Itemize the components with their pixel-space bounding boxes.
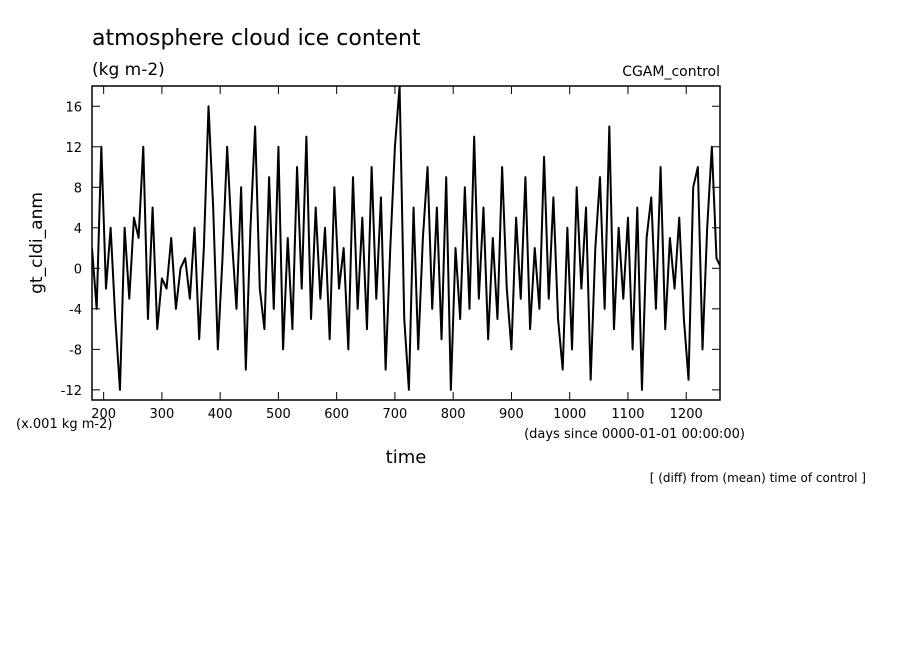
x-tick-label: 600 xyxy=(324,407,349,422)
y-tick-label: -4 xyxy=(69,303,82,318)
x-tick-label: 200 xyxy=(91,407,116,422)
footnote: [ (diff) from (mean) time of control ] xyxy=(650,471,866,485)
y-tick-label: -8 xyxy=(69,343,82,358)
y-tick-label: 12 xyxy=(65,141,82,156)
y-tick-label: 0 xyxy=(74,262,82,277)
x-axis-label: time xyxy=(386,447,427,468)
y-tick-label: 16 xyxy=(65,100,82,115)
chart-title: atmosphere cloud ice content xyxy=(92,26,421,51)
y-tick-label: 8 xyxy=(74,181,82,196)
x-tick-label: 800 xyxy=(441,407,466,422)
x-tick-label: 400 xyxy=(208,407,233,422)
plot-frame xyxy=(91,85,721,401)
x-tick-label: 500 xyxy=(266,407,291,422)
y-tick-label: 4 xyxy=(74,222,82,237)
y-axis-label: gt_cldi_anm xyxy=(27,192,47,294)
x-tick-label: 700 xyxy=(383,407,408,422)
x-tick-label: 300 xyxy=(149,407,174,422)
x-tick-label: 1200 xyxy=(670,407,703,422)
data-line xyxy=(92,86,720,391)
y-tick-label: -12 xyxy=(61,384,82,399)
x-tick-label: 1100 xyxy=(611,407,644,422)
chart-subtitle: (kg m-2) xyxy=(92,60,165,80)
run-label: CGAM_control xyxy=(622,64,720,80)
y-unit-note: (x.001 kg m-2) xyxy=(16,417,112,432)
x-tick-label: 900 xyxy=(499,407,524,422)
x-unit-note: (days since 0000-01-01 00:00:00) xyxy=(524,427,745,442)
x-tick-label: 1000 xyxy=(553,407,586,422)
